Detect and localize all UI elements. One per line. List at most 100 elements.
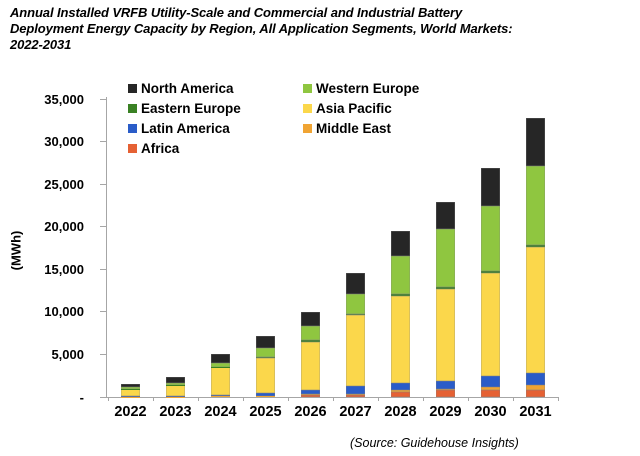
bar-segment-western-europe-2030 [481,205,500,271]
y-axis-line [106,97,107,398]
legend-label-western-europe: Western Europe [316,81,420,96]
legend-swatch-eastern-europe [128,104,137,113]
bar-segment-africa-2028 [391,391,410,397]
bar-segment-asia-pacific-2025 [256,358,275,393]
chart-title-line-2: Deployment Energy Capacity by Region, Al… [10,21,513,36]
y-tick-label: 20,000 [44,219,84,235]
x-category-label-2026: 2026 [294,404,327,420]
bar-segment-north-america-2031 [526,117,545,166]
legend-label-latin-america: Latin America [141,121,230,136]
bar-segment-latin-america-2031 [526,373,545,386]
y-tick-label: 5,000 [51,346,84,362]
y-tick-mark [100,98,106,100]
bar-segment-eastern-europe-2027 [346,313,365,316]
y-tick-label: 15,000 [44,261,84,277]
bar-segment-asia-pacific-2026 [301,342,320,391]
bar-segment-western-europe-2031 [526,165,545,245]
bar-segment-africa-2030 [481,390,500,397]
bar-segment-north-america-2026 [301,312,320,326]
bar-segment-latin-america-2026 [301,390,320,395]
x-axis-line [100,397,559,398]
x-category-label-2029: 2029 [429,404,462,420]
x-category-label-2028: 2028 [384,404,417,420]
bar-segment-asia-pacific-2024 [211,367,230,395]
y-tick-label: 30,000 [44,134,84,150]
x-tick-mark [243,397,244,401]
x-tick-mark [153,397,154,401]
x-category-label-2027: 2027 [339,404,372,420]
x-category-label-2031: 2031 [519,404,552,420]
bar-segment-middle-east-2031 [526,385,545,391]
bar-segment-asia-pacific-2031 [526,247,545,374]
legend-label-north-america: North America [141,81,234,96]
legend-swatch-asia-pacific [303,104,312,113]
bar-segment-eastern-europe-2028 [391,294,410,297]
bar-segment-middle-east-2027 [346,393,365,395]
bar-segment-asia-pacific-2022 [121,389,140,397]
x-category-label-2022: 2022 [114,404,147,420]
bar-segment-western-europe-2023 [166,382,185,385]
x-category-label-2030: 2030 [474,404,507,420]
legend-swatch-latin-america [128,124,137,133]
bar-segment-latin-america-2027 [346,386,365,394]
y-tick-mark [100,141,106,143]
bar-segment-africa-2031 [526,390,545,397]
bar-segment-north-america-2024 [211,353,230,363]
y-tick-mark [100,268,106,270]
bar-segment-western-europe-2024 [211,362,230,367]
legend-swatch-africa [128,144,137,153]
legend-swatch-middle-east [303,124,312,133]
x-tick-mark [333,397,334,401]
bar-segment-middle-east-2026 [301,394,320,396]
bar-segment-middle-east-2029 [436,388,455,391]
bar-segment-western-europe-2028 [391,255,410,295]
x-tick-mark [423,397,424,401]
bar-segment-eastern-europe-2031 [526,244,545,248]
bar-segment-africa-2024 [211,396,230,397]
bar-segment-western-europe-2025 [256,347,275,357]
y-tick-mark [100,353,106,355]
bar-segment-north-america-2022 [121,383,140,388]
bar-segment-north-america-2025 [256,335,275,348]
bar-segment-asia-pacific-2027 [346,315,365,386]
bar-segment-latin-america-2028 [391,382,410,391]
y-tick-label: 10,000 [44,304,84,320]
bar-segment-eastern-europe-2026 [301,339,320,343]
bar-segment-eastern-europe-2025 [256,356,275,359]
x-tick-mark [513,397,514,401]
bar-segment-asia-pacific-2030 [481,272,500,377]
y-axis-title: (MWh) [8,230,24,271]
bar-segment-latin-america-2030 [481,376,500,387]
x-category-label-2025: 2025 [249,404,282,420]
bar-segment-eastern-europe-2030 [481,270,500,273]
bar-segment-africa-2026 [301,395,320,397]
source-text: (Source: Guidehouse Insights) [350,436,519,450]
bar-segment-western-europe-2026 [301,325,320,340]
legend-swatch-western-europe [303,84,312,93]
x-tick-mark [378,397,379,401]
bar-segment-north-america-2023 [166,377,185,383]
y-tick-label: 25,000 [44,176,84,192]
legend-label-asia-pacific: Asia Pacific [316,101,392,116]
y-tick-mark [100,311,106,313]
legend-swatch-north-america [128,84,137,93]
bar-segment-latin-america-2023 [166,395,185,397]
chart-title-line-3: 2022-2031 [10,37,72,52]
bar-segment-asia-pacific-2028 [391,296,410,383]
bar-segment-latin-america-2024 [211,394,230,397]
bar-segment-asia-pacific-2023 [166,385,185,396]
bar-segment-middle-east-2028 [391,390,410,392]
legend-label-eastern-europe: Eastern Europe [141,101,241,116]
bar-segment-north-america-2030 [481,168,500,206]
bar-segment-africa-2029 [436,390,455,397]
bar-segment-western-europe-2029 [436,228,455,287]
bar-segment-north-america-2028 [391,230,410,256]
legend-label-africa: Africa [141,141,180,156]
bar-segment-western-europe-2027 [346,294,365,314]
x-tick-mark [558,397,559,401]
bar-segment-asia-pacific-2029 [436,288,455,381]
x-category-label-2023: 2023 [159,404,192,420]
bar-segment-africa-2027 [346,394,365,397]
bar-segment-latin-america-2029 [436,380,455,389]
